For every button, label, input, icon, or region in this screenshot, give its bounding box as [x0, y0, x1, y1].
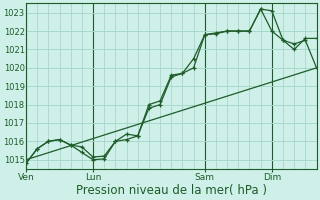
X-axis label: Pression niveau de la mer( hPa ): Pression niveau de la mer( hPa )	[76, 184, 267, 197]
